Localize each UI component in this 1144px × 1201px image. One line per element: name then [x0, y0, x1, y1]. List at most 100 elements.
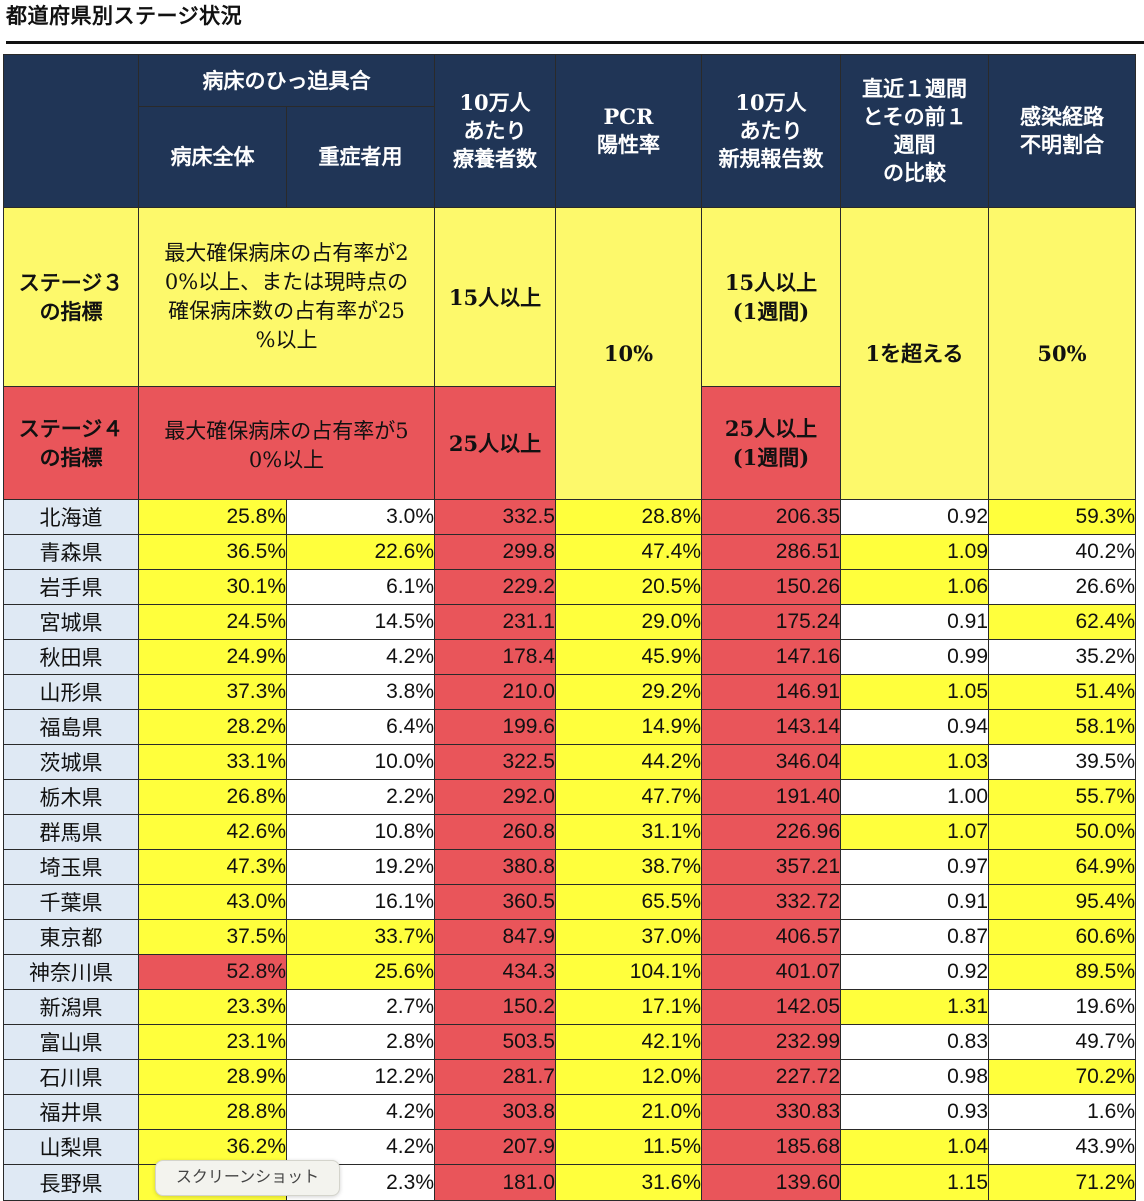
- title-divider: [6, 41, 1144, 44]
- cell-week-compare: 0.91: [840, 604, 989, 640]
- cell-bed-severe: 2.8%: [286, 1024, 435, 1060]
- cell-bed-all: 37.3%: [138, 674, 287, 710]
- cell-unknown-route: 70.2%: [988, 1059, 1136, 1095]
- cell-pcr: 37.0%: [555, 919, 702, 955]
- prefecture-name: 栃木県: [3, 779, 139, 815]
- table-row: 千葉県 43.0% 16.1% 360.5 65.5% 332.72 0.91 95.4%: [3, 884, 1136, 920]
- cell-bed-severe: 4.2%: [286, 639, 435, 675]
- prefecture-name: 長野県: [3, 1164, 139, 1201]
- prefecture-name: 福井県: [3, 1094, 139, 1130]
- cell-new-reports: 150.26: [701, 569, 841, 605]
- header-bed-all: 病床全体: [138, 106, 287, 208]
- prefecture-name: 北海道: [3, 499, 139, 535]
- screenshot-tooltip: スクリーンショット: [155, 1160, 340, 1196]
- cell-bed-all: 28.2%: [138, 709, 287, 745]
- cell-new-reports: 143.14: [701, 709, 841, 745]
- stage3-label: ステージ３ の指標: [3, 207, 139, 387]
- cell-pcr: 31.1%: [555, 814, 702, 850]
- header-unknown-route: 感染経路 不明割合: [988, 54, 1136, 208]
- stage3-recuperating: 15人以上: [434, 207, 556, 387]
- cell-week-compare: 1.06: [840, 569, 989, 605]
- prefecture-name: 神奈川県: [3, 954, 139, 990]
- cell-bed-all: 52.8%: [138, 954, 287, 990]
- cell-bed-all: 36.5%: [138, 534, 287, 570]
- cell-recuperating: 178.4: [434, 639, 556, 675]
- cell-week-compare: 0.92: [840, 954, 989, 990]
- cell-recuperating: 299.8: [434, 534, 556, 570]
- cell-new-reports: 227.72: [701, 1059, 841, 1095]
- cell-new-reports: 146.91: [701, 674, 841, 710]
- cell-bed-all: 47.3%: [138, 849, 287, 885]
- prefecture-name: 秋田県: [3, 639, 139, 675]
- cell-recuperating: 181.0: [434, 1164, 556, 1201]
- cell-pcr: 38.7%: [555, 849, 702, 885]
- prefecture-name: 青森県: [3, 534, 139, 570]
- cell-unknown-route: 26.6%: [988, 569, 1136, 605]
- cell-bed-severe: 3.8%: [286, 674, 435, 710]
- table-row: 神奈川県 52.8% 25.6% 434.3 104.1% 401.07 0.92 89.5%: [3, 954, 1136, 990]
- cell-bed-all: 24.9%: [138, 639, 287, 675]
- header-pcr: PCR 陽性率: [555, 54, 702, 208]
- cell-pcr: 28.8%: [555, 499, 702, 535]
- stage4-label: ステージ４ の指標: [3, 386, 139, 500]
- stage4-recuperating: 25人以上: [434, 386, 556, 500]
- stage4-new-reports: 25人以上 (1週間): [701, 386, 841, 500]
- table-row: 宮城県 24.5% 14.5% 231.1 29.0% 175.24 0.91 62.4%: [3, 604, 1136, 640]
- prefecture-name: 福島県: [3, 709, 139, 745]
- table-row: 富山県 23.1% 2.8% 503.5 42.1% 232.99 0.83 49.7%: [3, 1024, 1136, 1060]
- cell-bed-all: 28.9%: [138, 1059, 287, 1095]
- table-row: 茨城県 33.1% 10.0% 322.5 44.2% 346.04 1.03 39.5%: [3, 744, 1136, 780]
- cell-recuperating: 150.2: [434, 989, 556, 1025]
- cell-unknown-route: 59.3%: [988, 499, 1136, 535]
- cell-recuperating: 332.5: [434, 499, 556, 535]
- table-row: 東京都 37.5% 33.7% 847.9 37.0% 406.57 0.87 60.6%: [3, 919, 1136, 955]
- cell-new-reports: 232.99: [701, 1024, 841, 1060]
- prefecture-name: 千葉県: [3, 884, 139, 920]
- cell-bed-severe: 6.4%: [286, 709, 435, 745]
- prefecture-name: 岩手県: [3, 569, 139, 605]
- cell-bed-severe: 6.1%: [286, 569, 435, 605]
- cell-new-reports: 185.68: [701, 1129, 841, 1165]
- cell-week-compare: 0.99: [840, 639, 989, 675]
- cell-new-reports: 206.35: [701, 499, 841, 535]
- cell-bed-all: 25.8%: [138, 499, 287, 535]
- cell-bed-all: 30.1%: [138, 569, 287, 605]
- cell-bed-severe: 10.0%: [286, 744, 435, 780]
- cell-bed-severe: 10.8%: [286, 814, 435, 850]
- cell-unknown-route: 35.2%: [988, 639, 1136, 675]
- cell-unknown-route: 64.9%: [988, 849, 1136, 885]
- cell-pcr: 31.6%: [555, 1164, 702, 1201]
- cell-unknown-route: 71.2%: [988, 1164, 1136, 1201]
- cell-pcr: 104.1%: [555, 954, 702, 990]
- cell-unknown-route: 58.1%: [988, 709, 1136, 745]
- cell-bed-all: 23.1%: [138, 1024, 287, 1060]
- cell-pcr: 45.9%: [555, 639, 702, 675]
- cell-new-reports: 286.51: [701, 534, 841, 570]
- table-row: 長野県 2.3% 181.0 31.6% 139.60 1.15 71.2%: [3, 1164, 1136, 1201]
- cell-recuperating: 847.9: [434, 919, 556, 955]
- cell-pcr: 65.5%: [555, 884, 702, 920]
- table-row: 岩手県 30.1% 6.1% 229.2 20.5% 150.26 1.06 26.6%: [3, 569, 1136, 605]
- cell-unknown-route: 51.4%: [988, 674, 1136, 710]
- cell-recuperating: 281.7: [434, 1059, 556, 1095]
- cell-pcr: 14.9%: [555, 709, 702, 745]
- cell-pcr: 20.5%: [555, 569, 702, 605]
- prefecture-name: 山形県: [3, 674, 139, 710]
- cell-bed-all: 37.5%: [138, 919, 287, 955]
- cell-bed-severe: 2.7%: [286, 989, 435, 1025]
- cell-recuperating: 360.5: [434, 884, 556, 920]
- prefecture-name: 埼玉県: [3, 849, 139, 885]
- cell-week-compare: 0.97: [840, 849, 989, 885]
- prefecture-name: 富山県: [3, 1024, 139, 1060]
- cell-recuperating: 322.5: [434, 744, 556, 780]
- cell-new-reports: 226.96: [701, 814, 841, 850]
- table-row: 山形県 37.3% 3.8% 210.0 29.2% 146.91 1.05 51.4%: [3, 674, 1136, 710]
- table-row: 石川県 28.9% 12.2% 281.7 12.0% 227.72 0.98 70.2%: [3, 1059, 1136, 1095]
- prefecture-name: 東京都: [3, 919, 139, 955]
- cell-bed-severe: 33.7%: [286, 919, 435, 955]
- cell-recuperating: 199.6: [434, 709, 556, 745]
- cell-bed-severe: 25.6%: [286, 954, 435, 990]
- cell-new-reports: 142.05: [701, 989, 841, 1025]
- cell-bed-all: 33.1%: [138, 744, 287, 780]
- cell-pcr: 12.0%: [555, 1059, 702, 1095]
